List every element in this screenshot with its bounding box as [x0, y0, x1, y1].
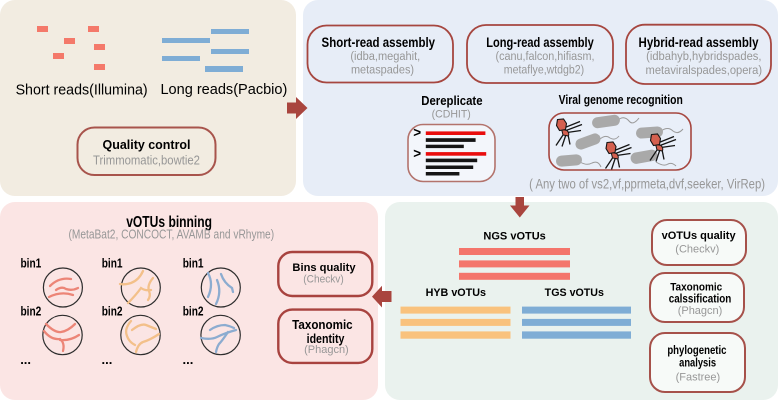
svg-text:( Any two of vs2,vf,pprmeta,dv: ( Any two of vs2,vf,pprmeta,dvf,seeker, … — [529, 176, 765, 191]
svg-text:calssification: calssification — [669, 293, 732, 306]
svg-text:Long reads(Pacbio): Long reads(Pacbio) — [160, 82, 287, 98]
svg-text:Hybrid-read assembly: Hybrid-read assembly — [639, 34, 760, 50]
svg-text:Taxonomic: Taxonomic — [292, 318, 353, 332]
svg-text:Long-read assembly: Long-read assembly — [486, 35, 594, 51]
svg-text:Short-read assembly: Short-read assembly — [322, 34, 436, 50]
svg-text:vOTUs binning: vOTUs binning — [126, 212, 212, 230]
svg-text:(Checkv): (Checkv) — [303, 273, 343, 285]
svg-text:(MetaBat2, CONCOCT, AVAMB and: (MetaBat2, CONCOCT, AVAMB and vRhyme) — [68, 228, 274, 241]
svg-text:TGS vOTUs: TGS vOTUs — [545, 287, 604, 299]
svg-text:identity: identity — [307, 332, 345, 346]
svg-text:(Fastree): (Fastree) — [676, 371, 721, 383]
svg-text:metaspades): metaspades) — [351, 64, 414, 77]
svg-text:analysis: analysis — [679, 356, 716, 369]
svg-text:...: ... — [20, 352, 31, 367]
svg-text:(idba,megahit,: (idba,megahit, — [350, 51, 420, 63]
svg-text:(canu,falcon,hifiasm,: (canu,falcon,hifiasm, — [496, 51, 595, 64]
svg-text:(Phagcn): (Phagcn) — [304, 344, 349, 356]
svg-text:phylogenetic: phylogenetic — [667, 344, 726, 357]
svg-text:HYB vOTUs: HYB vOTUs — [426, 287, 486, 299]
svg-text:Short reads(Illumina): Short reads(Illumina) — [16, 82, 148, 98]
svg-text:(CDHIT): (CDHIT) — [432, 108, 471, 120]
svg-text:Trimmomatic,bowtie2: Trimmomatic,bowtie2 — [93, 153, 200, 168]
svg-text:>: > — [413, 146, 421, 161]
svg-text:(Phagcn): (Phagcn) — [678, 305, 723, 317]
svg-text:vOTUs quality: vOTUs quality — [662, 230, 737, 242]
svg-text:bin1: bin1 — [21, 256, 42, 270]
svg-text:bin2: bin2 — [21, 305, 42, 319]
svg-text:...: ... — [183, 352, 194, 367]
svg-text:bin1: bin1 — [183, 256, 204, 270]
svg-text:bin2: bin2 — [102, 305, 123, 319]
svg-text:Quality control: Quality control — [102, 137, 190, 152]
svg-text:metaviralspades,opera): metaviralspades,opera) — [646, 64, 763, 76]
svg-text:Viral genome recognition: Viral genome recognition — [559, 94, 683, 107]
svg-text:bin1: bin1 — [102, 256, 123, 270]
svg-text:metaflye,wtdgb2): metaflye,wtdgb2) — [504, 64, 585, 77]
svg-text:...: ... — [102, 352, 113, 367]
svg-text:Taxonomic: Taxonomic — [670, 281, 722, 294]
svg-text:NGS vOTUs: NGS vOTUs — [483, 230, 545, 242]
svg-text:Bins quality: Bins quality — [292, 262, 356, 274]
svg-text:>: > — [413, 125, 421, 140]
svg-text:Dereplicate: Dereplicate — [421, 93, 483, 108]
svg-text:(Checkv): (Checkv) — [675, 243, 719, 255]
svg-text:bin2: bin2 — [183, 305, 204, 319]
svg-text:(idbahyb,hybridspades,: (idbahyb,hybridspades, — [646, 51, 761, 63]
